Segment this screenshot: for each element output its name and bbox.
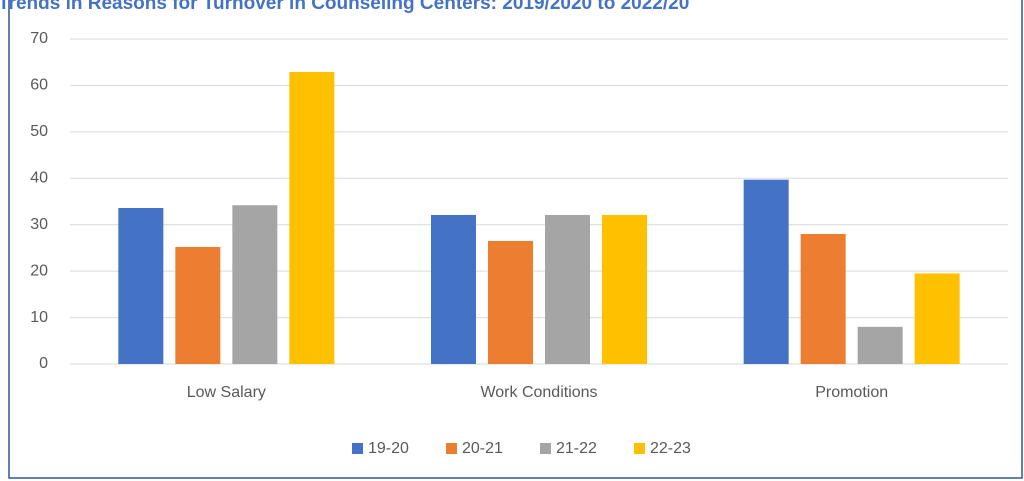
y-tick-label: 0: [39, 355, 48, 372]
bar: [545, 214, 590, 364]
legend-label: 19-20: [368, 440, 409, 457]
bar: [175, 247, 221, 364]
x-tick-label: Low Salary: [187, 384, 266, 401]
legend-swatch: [446, 443, 457, 454]
legend-label: 20-21: [462, 440, 503, 457]
y-tick-label: 30: [30, 216, 48, 233]
legend-swatch: [352, 443, 363, 454]
bar: [488, 240, 533, 364]
bar: [289, 71, 335, 364]
x-tick-label: Promotion: [815, 384, 888, 401]
chart-frame: [8, 0, 1023, 479]
chart-title: Trends in Reasons for Turnover in Counse…: [0, 0, 689, 14]
y-tick-label: 70: [30, 30, 48, 47]
bar: [232, 205, 278, 364]
bar: [857, 326, 903, 364]
y-tick-label: 10: [30, 309, 48, 326]
legend-label: 22-23: [650, 440, 691, 457]
bar: [431, 214, 476, 364]
legend-swatch: [634, 443, 645, 454]
bar: [914, 273, 960, 364]
bar: [743, 179, 789, 364]
y-tick-label: 60: [30, 77, 48, 94]
bar: [118, 208, 164, 364]
x-tick-label: Work Conditions: [480, 384, 597, 401]
legend-swatch: [540, 443, 551, 454]
y-tick-label: 40: [30, 170, 48, 187]
y-tick-label: 50: [30, 123, 48, 140]
bar: [602, 214, 647, 364]
bar: [800, 234, 846, 364]
legend-label: 21-22: [556, 440, 597, 457]
y-tick-label: 20: [30, 262, 48, 279]
